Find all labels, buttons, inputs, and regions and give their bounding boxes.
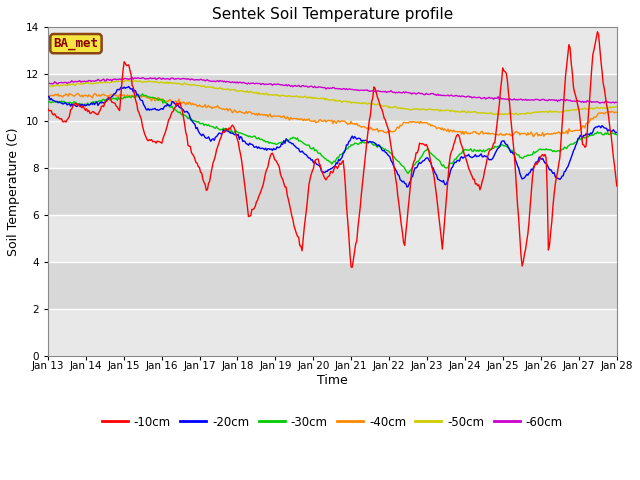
Y-axis label: Soil Temperature (C): Soil Temperature (C) xyxy=(7,127,20,256)
X-axis label: Time: Time xyxy=(317,374,348,387)
Bar xyxy=(48,27,617,74)
Legend: -10cm, -20cm, -30cm, -40cm, -50cm, -60cm: -10cm, -20cm, -30cm, -40cm, -50cm, -60cm xyxy=(97,411,568,433)
Text: BA_met: BA_met xyxy=(54,37,99,50)
Bar xyxy=(48,121,617,168)
Bar xyxy=(48,309,617,356)
Title: Sentek Soil Temperature profile: Sentek Soil Temperature profile xyxy=(212,7,453,22)
Bar xyxy=(48,168,617,215)
Bar xyxy=(48,262,617,309)
Bar xyxy=(48,74,617,121)
Bar xyxy=(48,215,617,262)
